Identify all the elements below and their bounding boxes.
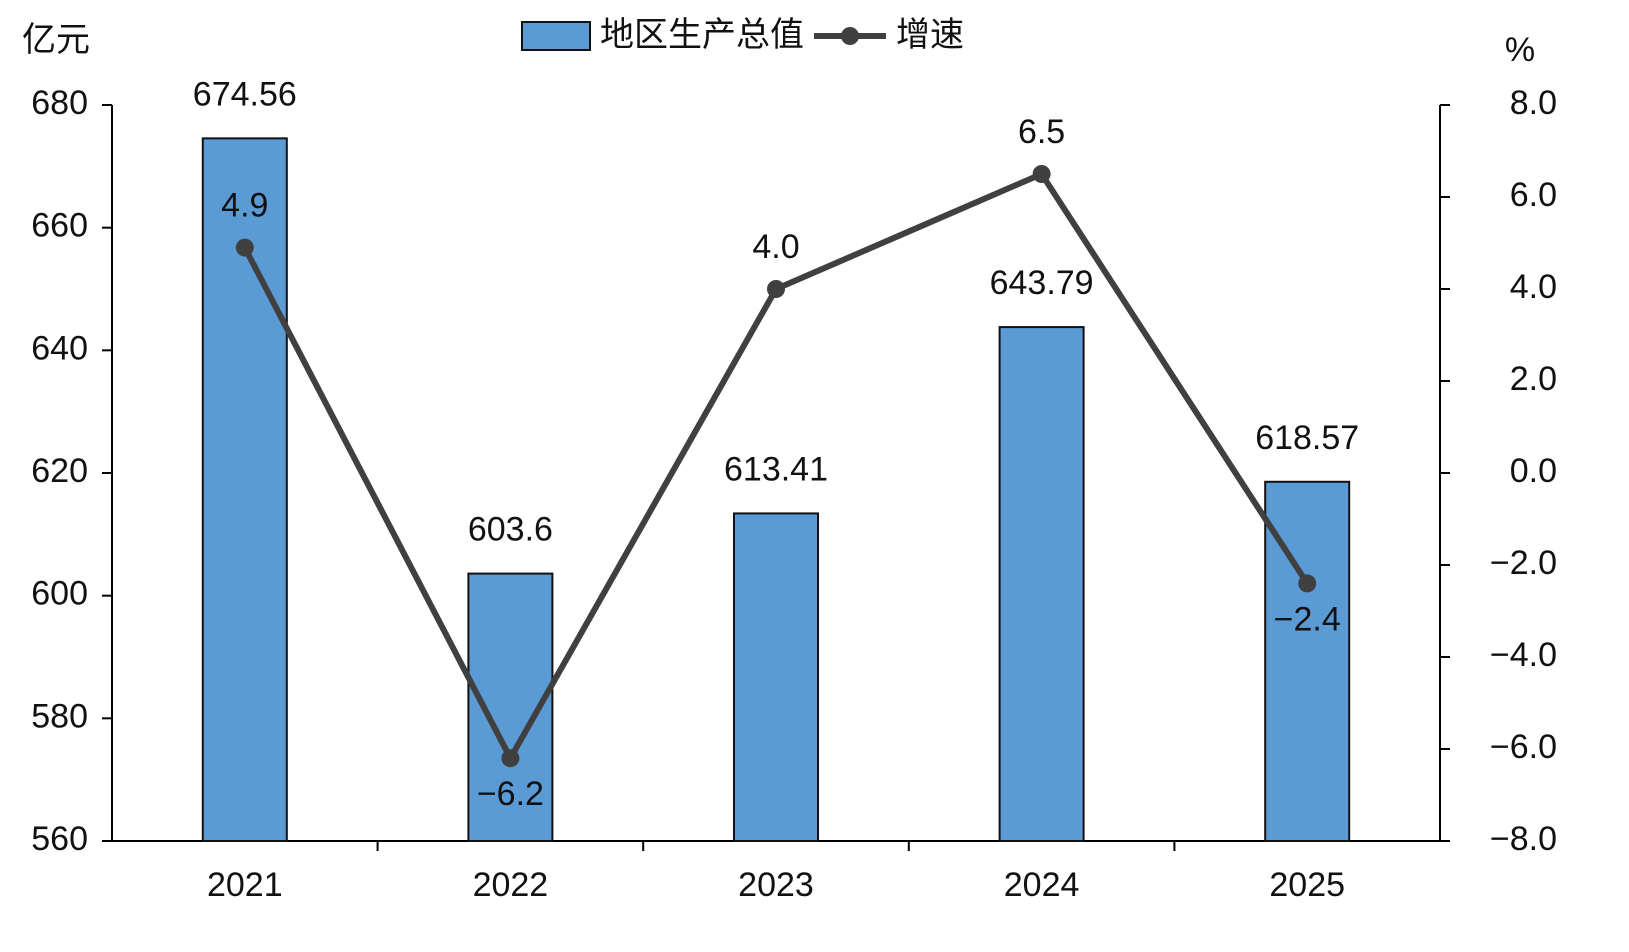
bar-value-label: 603.6 xyxy=(468,511,553,549)
legend-label: 增速 xyxy=(896,16,964,54)
y2-tick-label: 2.0 xyxy=(1510,360,1557,398)
line-marker xyxy=(501,749,520,768)
bar-value-label: 618.57 xyxy=(1255,419,1359,457)
y-tick-label: 580 xyxy=(31,697,88,735)
line-value-label: 6.5 xyxy=(1018,113,1065,151)
y2-tick-label: 0.0 xyxy=(1510,452,1557,490)
y-tick-label: 560 xyxy=(31,820,88,858)
bar xyxy=(998,326,1085,842)
bar-value-label: 643.79 xyxy=(990,264,1094,302)
line-marker xyxy=(1032,165,1051,183)
x-tick-label: 2025 xyxy=(1269,866,1345,904)
bar xyxy=(733,512,819,842)
y-tick-label: 660 xyxy=(31,207,88,245)
line-value-label: 4.9 xyxy=(221,187,268,225)
line-value-label: 4.0 xyxy=(752,228,799,266)
x-tick-label: 2021 xyxy=(207,866,283,904)
line-marker xyxy=(235,238,254,257)
line-marker xyxy=(1298,574,1317,593)
x-tick-label: 2022 xyxy=(473,866,549,904)
y-tick-label: 600 xyxy=(31,575,88,613)
line-marker xyxy=(767,280,785,298)
y2-axis-label: % xyxy=(1505,31,1535,69)
y2-tick-label: −4.0 xyxy=(1490,636,1557,674)
line-value-label: −6.2 xyxy=(477,775,544,813)
x-tick-label: 2023 xyxy=(738,866,814,904)
y2-tick-label: 6.0 xyxy=(1510,176,1557,214)
legend-marker xyxy=(841,27,859,45)
legend-label: 地区生产总值 xyxy=(600,16,804,54)
x-tick-label: 2024 xyxy=(1004,866,1080,904)
y-tick-label: 620 xyxy=(31,452,88,490)
y-tick-label: 640 xyxy=(31,329,88,367)
y2-tick-label: −8.0 xyxy=(1490,820,1557,858)
line-value-label: −2.4 xyxy=(1274,600,1341,638)
y2-tick-label: −2.0 xyxy=(1490,544,1557,582)
y2-tick-label: 4.0 xyxy=(1510,268,1557,306)
y-tick-label: 680 xyxy=(31,84,88,122)
bar-value-label: 674.56 xyxy=(193,75,297,113)
legend-swatch xyxy=(521,21,591,51)
bar-value-label: 613.41 xyxy=(724,450,828,488)
y2-tick-label: −6.0 xyxy=(1490,728,1557,766)
y2-tick-label: 8.0 xyxy=(1510,84,1557,122)
y-axis-label: 亿元 xyxy=(22,21,90,59)
